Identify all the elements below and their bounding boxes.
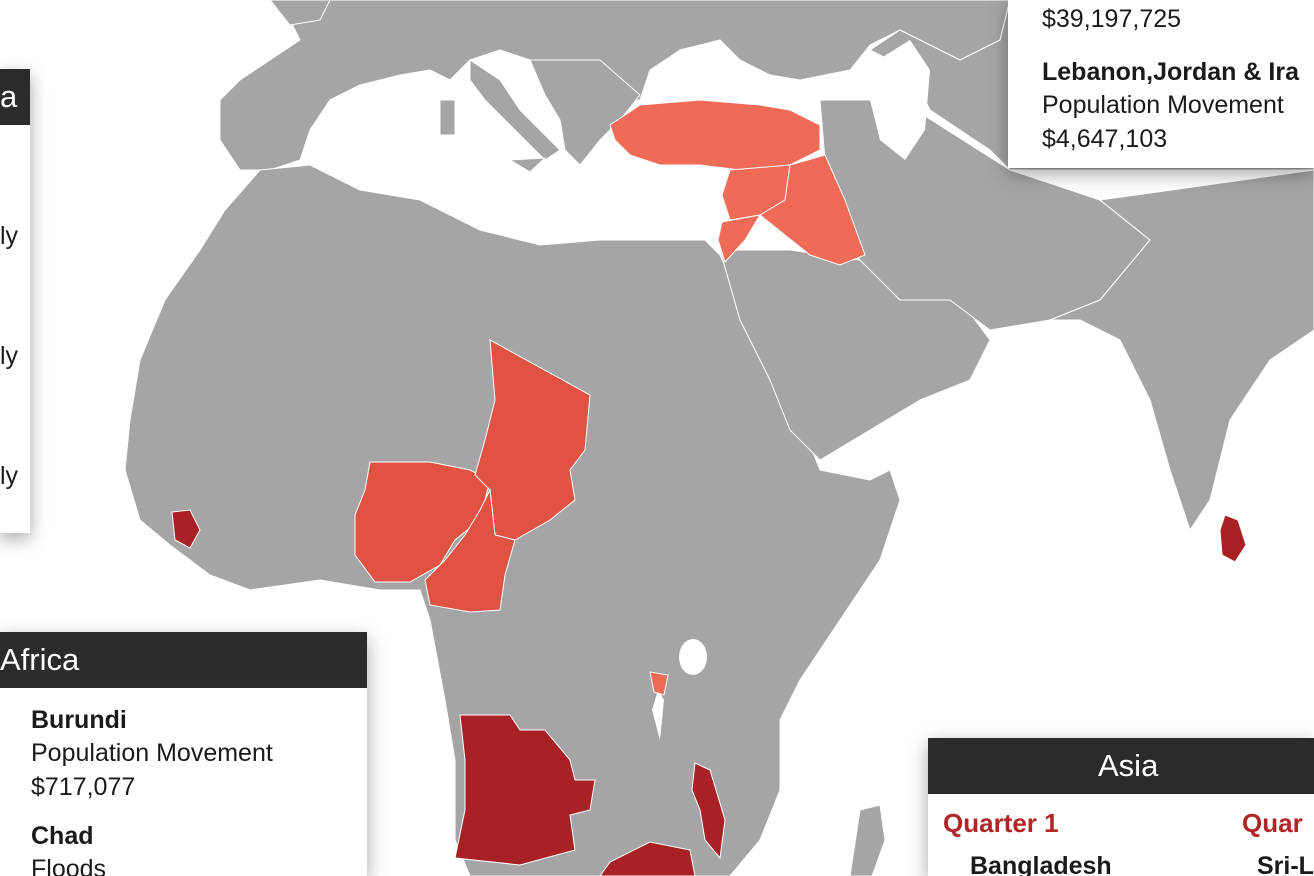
entry-name-chad: Chad [31, 822, 94, 850]
middle-east-panel: $39,197,725 Lebanon,Jordan & Ira Populat… [1008, 0, 1314, 168]
africa-panel: Africa Burundi Population Movement $717,… [0, 632, 367, 876]
left-panel-fragment-3: ly [0, 462, 19, 490]
left-panel-header: a [0, 69, 30, 125]
left-panel-fragment-1: ly [0, 222, 19, 250]
africa-panel-header: Africa [0, 632, 367, 688]
madagascar [849, 804, 886, 876]
country-iraq [759, 154, 866, 266]
asia-entry-sri-lanka: Sri-L [1257, 852, 1314, 876]
left-panel-header-text: a [0, 79, 18, 114]
country-turkey [609, 99, 821, 171]
entry-name-burundi: Burundi [31, 706, 127, 734]
entry-amount-burundi: $717,077 [31, 773, 136, 801]
asia-quarter-1-label: Quarter 1 [943, 808, 1059, 838]
lake-victoria [679, 639, 707, 675]
country-malawi [691, 762, 726, 860]
country-burundi [649, 671, 669, 696]
sicily [509, 157, 546, 173]
country-zimbabwe [599, 841, 696, 876]
caspian-sea [870, 40, 930, 160]
lake-tanganyika [652, 690, 664, 740]
asia-panel-header: Asia [928, 738, 1314, 794]
country-sri-lanka [1219, 514, 1247, 563]
country-angola [454, 714, 596, 866]
africa-panel-header-text: Africa [0, 642, 80, 677]
entry-type-burundi: Population Movement [31, 739, 273, 767]
entry-name-lebanon-jordan-iraq: Lebanon,Jordan & Ira [1042, 58, 1299, 86]
india [1049, 169, 1314, 531]
entry-amount-1: $39,197,725 [1042, 5, 1182, 33]
country-sierra-leone [171, 509, 201, 549]
asia-quarter-2-label: Quar [1242, 808, 1303, 838]
balkans [529, 59, 641, 166]
british-isles [269, 0, 331, 26]
asia-entry-bangladesh: Bangladesh [970, 852, 1112, 876]
entry-type-2: Population Movement [1042, 91, 1284, 119]
asia-panel: Asia Quarter 1 Quar Bangladesh Sri-L [928, 738, 1314, 876]
sardinia [439, 99, 456, 136]
entry-type-chad: Floods [31, 855, 107, 876]
italy [469, 59, 561, 161]
country-jordan [717, 214, 761, 263]
asia-panel-header-text: Asia [1098, 748, 1159, 783]
country-cameroon [424, 488, 516, 613]
entry-amount-2: $4,647,103 [1042, 125, 1168, 153]
left-legend-panel: a ly ly ly [0, 69, 30, 533]
left-panel-fragment-2: ly [0, 342, 19, 370]
